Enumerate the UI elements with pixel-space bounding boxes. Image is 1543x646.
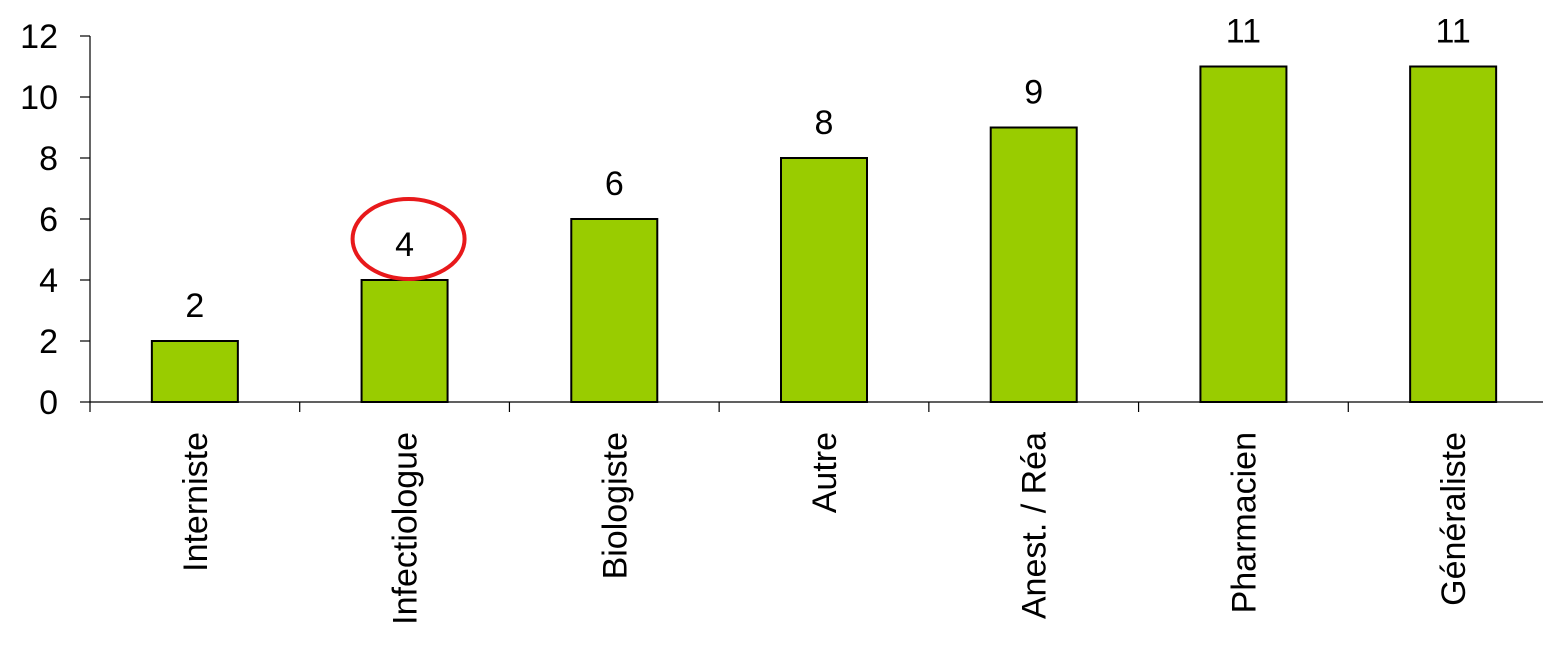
y-tick-label: 10 xyxy=(20,79,58,117)
category-label: Biologiste xyxy=(596,432,634,579)
category-label: Infectiologue xyxy=(387,432,425,625)
y-tick-label: 4 xyxy=(39,262,58,300)
bar xyxy=(1199,65,1288,403)
data-label: 9 xyxy=(1024,74,1043,112)
bar xyxy=(989,126,1078,403)
data-label: 6 xyxy=(605,165,624,203)
data-labels: 2 4 6 8 9 11 11 xyxy=(185,13,1470,326)
category-label: Anest. / Réa xyxy=(1016,432,1054,619)
y-tick-label: 8 xyxy=(39,140,58,178)
y-tick-label: 2 xyxy=(39,323,58,361)
bar-series xyxy=(150,65,1498,403)
y-axis-ticks: 0 2 4 6 8 10 12 xyxy=(20,18,90,422)
data-label: 2 xyxy=(185,287,204,325)
bar xyxy=(360,279,449,403)
highlight-annotations xyxy=(350,197,467,281)
y-tick-label: 12 xyxy=(20,18,58,56)
y-tick-label: 0 xyxy=(39,384,58,422)
category-label: Autre xyxy=(806,432,844,513)
bar xyxy=(780,157,868,403)
x-axis-ticks xyxy=(89,402,1349,412)
category-label: Pharmacien xyxy=(1225,432,1263,613)
y-tick-label: 6 xyxy=(39,201,58,239)
category-labels: Interniste Infectiologue Biologiste Autre An… xyxy=(177,432,1473,625)
bar xyxy=(150,340,239,403)
category-label: Interniste xyxy=(177,432,215,572)
highlight-circle xyxy=(350,197,467,281)
bar xyxy=(570,218,659,403)
data-label: 11 xyxy=(1226,13,1261,51)
category-label: Généraliste xyxy=(1435,432,1473,606)
bar xyxy=(1409,65,1498,403)
data-label: 4 xyxy=(395,226,414,264)
data-label: 11 xyxy=(1435,13,1470,51)
data-label: 8 xyxy=(815,104,834,142)
